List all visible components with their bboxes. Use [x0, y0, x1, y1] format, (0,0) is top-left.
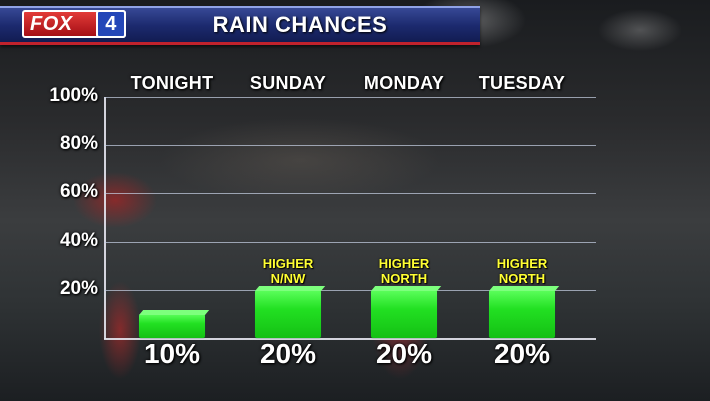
x-category-label: MONDAY — [363, 73, 445, 93]
x-category-label: TONIGHT — [130, 73, 214, 93]
y-tick-label: 80% — [59, 133, 98, 155]
bar-tonight — [139, 313, 205, 338]
y-tick-label: 60% — [59, 181, 98, 203]
gridline — [104, 289, 596, 291]
value-label: 20% — [375, 338, 433, 369]
value-label: 10% — [143, 338, 201, 369]
logo-number: 4 — [96, 10, 126, 38]
x-category-label: TUESDAY — [478, 73, 566, 93]
bar-sunday — [255, 289, 321, 338]
y-axis-line — [104, 97, 106, 339]
gridline — [104, 241, 596, 243]
value-label: 20% — [259, 338, 317, 369]
x-axis-line — [104, 338, 596, 340]
x-category-label: SUNDAY — [249, 73, 327, 93]
bar-annotation: HIGHER N/NW — [262, 255, 314, 286]
logo-text: FOX — [30, 13, 73, 35]
y-tick-label: 100% — [49, 85, 98, 106]
bar-annotation: HIGHER NORTH — [378, 255, 430, 286]
gridline — [104, 193, 596, 195]
fox4-logo: FOX 4 — [22, 10, 126, 38]
y-tick-label: 40% — [59, 229, 98, 251]
value-label: 20% — [493, 338, 551, 369]
gridline — [104, 97, 596, 98]
bar-monday — [371, 289, 437, 338]
y-tick-label: 20% — [59, 277, 98, 299]
chart-title: RAIN CHANCES — [212, 12, 388, 37]
bar-tuesday — [489, 289, 555, 338]
gridline — [104, 145, 596, 147]
bar-annotation: HIGHER NORTH — [496, 255, 548, 286]
